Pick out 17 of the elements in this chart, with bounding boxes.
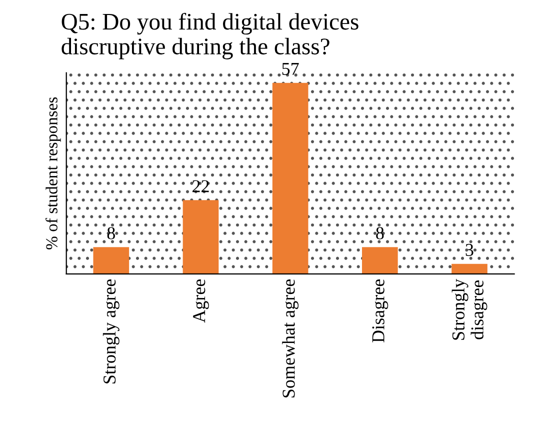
chart-title: Q5: Do you find digital devices discruptive during the class? (62, 12, 358, 60)
data-label: 8 (107, 227, 115, 240)
data-label: 57 (282, 62, 299, 75)
bar (362, 247, 398, 274)
x-tick-label: Strongly disagree (452, 278, 488, 340)
x-tick-label: Disagree (372, 279, 388, 342)
bar (272, 82, 308, 274)
y-axis-title: % of student responses (46, 97, 61, 250)
x-tick-label: Somewhat agree (282, 279, 299, 398)
bar (452, 264, 488, 274)
bar (182, 200, 219, 274)
data-label: 8 (376, 227, 384, 240)
data-label: 3 (466, 244, 474, 256)
x-tick-label: Strongly agree (102, 279, 120, 384)
bar (93, 247, 130, 274)
data-label: 22 (192, 180, 209, 192)
x-tick-label: Agree (193, 279, 209, 323)
